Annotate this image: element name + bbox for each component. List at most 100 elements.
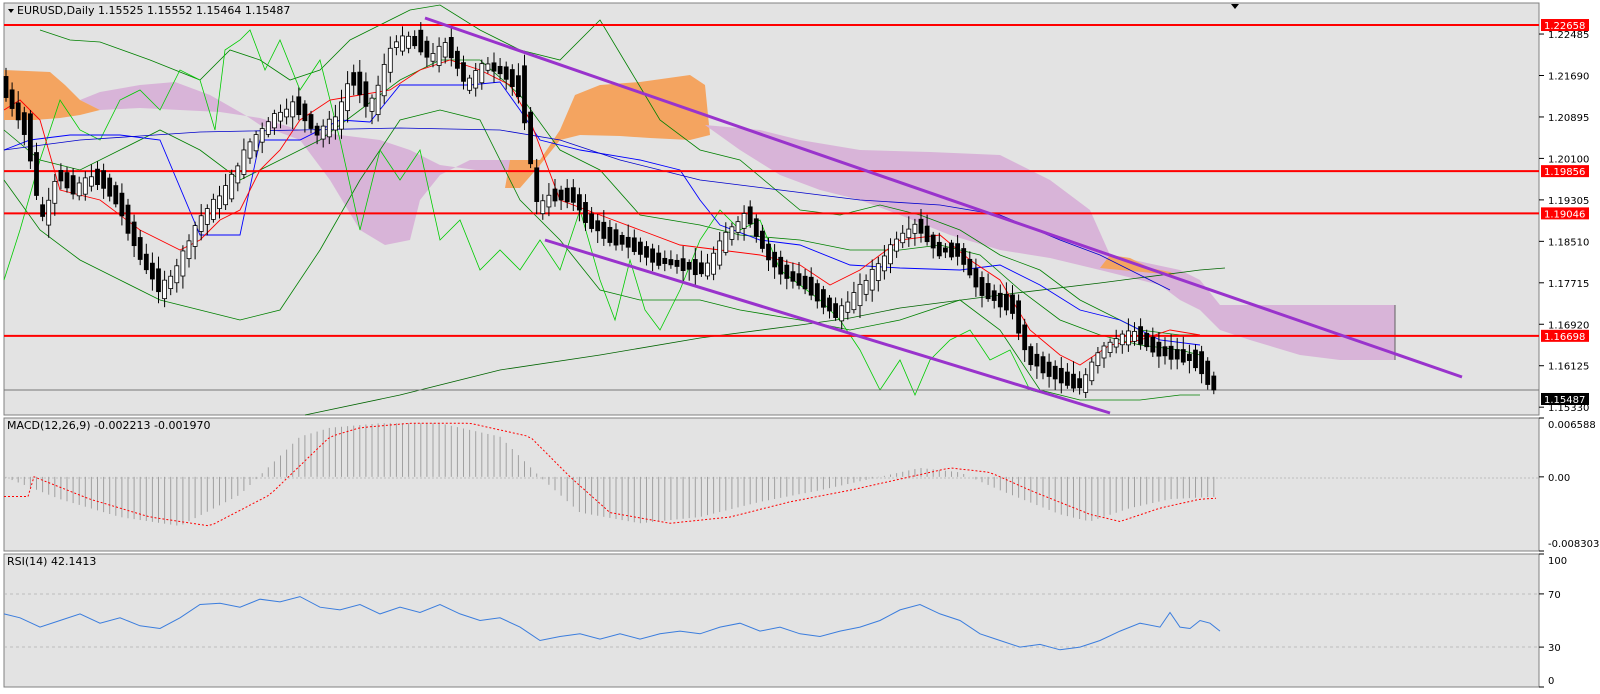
candle-bearish [363,81,369,107]
bollinger-lower-band [3,109,1200,401]
candle-bearish [930,234,936,249]
chart-shift-marker-icon[interactable] [1231,4,1239,9]
candle-bearish [997,292,1003,308]
rsi-axis: 100 70 30 0 [1539,553,1567,688]
price-tick-label: 1.22485 [1548,30,1589,41]
channel-lower-line[interactable] [544,238,1111,415]
rsi-tick-label: 100 [1548,556,1567,567]
price-tick-label: 1.20100 [1548,154,1589,165]
candle-bullish [741,213,747,229]
candle-bullish [406,35,412,49]
cloud-bull-segment-2 [505,75,710,188]
candle-bearish [412,36,418,47]
candle-bearish [577,194,582,211]
candle-bearish [589,213,594,229]
price-level-flags: 1.22658 1.19856 1.19046 1.16698 1.15487 [1541,19,1589,406]
candle-bullish [180,250,186,277]
candle-bullish [162,279,168,300]
candle-bullish [369,97,375,112]
candle-bearish [424,40,430,58]
candle-bearish [95,168,100,186]
candle-bullish [1089,361,1095,382]
candle-bearish [949,242,954,258]
level-price-flag-label: 1.19046 [1544,209,1585,220]
candle-bearish [619,235,625,245]
rsi-tick-label: 30 [1548,643,1561,654]
candle-bearish [119,192,125,217]
horizontal-levels [4,24,1539,337]
candle-bearish [1180,349,1186,363]
candle-bullish [875,263,881,281]
candle-bullish [863,280,869,295]
candle-bearish [1144,332,1150,348]
candle-bearish [528,111,533,165]
candlestick-series [3,22,1217,398]
candle-bearish [936,241,942,257]
candle-bullish [430,53,436,62]
candle-bullish [400,35,405,52]
candle-bullish [241,149,247,175]
candle-bearish [1071,373,1076,389]
candle-bullish [204,208,210,225]
candle-bullish [290,101,296,118]
candle-bearish [613,229,619,246]
candle-bearish [503,66,509,80]
candle-bearish [1138,326,1143,345]
macd-tick-label: -0.008303 [1548,539,1599,550]
candle-bullish [76,182,82,197]
candle-bullish [326,118,332,138]
candle-bearish [601,221,607,239]
candle-bearish [1174,349,1180,360]
candle-bearish [967,258,973,276]
candle-bullish [210,198,216,220]
candle-bearish [796,273,802,286]
price-tick-label: 1.18510 [1548,237,1589,248]
candle-bearish [692,259,698,276]
candle-bullish [857,283,863,307]
candle-bearish [296,96,302,116]
candle-bearish [766,243,771,261]
channel-upper-line[interactable] [424,16,1463,379]
candle-bullish [473,70,479,89]
candle-bearish [638,241,643,255]
candle-bearish [509,69,515,87]
candle-bearish [522,65,527,124]
candle-bearish [1046,361,1052,377]
candle-bullish [235,165,241,184]
candle-bearish [448,37,454,59]
candle-bearish [564,187,570,203]
candle-bullish [467,77,473,91]
candle-bearish [70,175,76,195]
candle-bullish [735,221,741,233]
level-price-flag [1541,19,1589,32]
candle-bullish [247,141,253,159]
candle-bullish [839,305,845,322]
candle-bearish [314,125,320,136]
price-tick-label: 1.17715 [1548,279,1589,290]
candle-bearish [1004,293,1009,311]
candle-bearish [40,204,45,217]
candle-bullish [186,240,192,260]
current-price-flag-label: 1.15487 [1544,395,1585,406]
rsi-panel-area[interactable] [3,553,1540,688]
candle-bullish [82,177,88,195]
candle-bearish [607,226,613,243]
candle-bullish [729,226,735,240]
candle-bullish [332,116,338,131]
candle-bearish [1199,351,1204,375]
macd-panel-area[interactable] [3,417,1540,552]
candle-bullish [393,41,399,48]
cloud-bear-segment-1 [80,82,540,245]
triangle-down-icon[interactable] [8,9,14,13]
candle-bearish [827,297,832,312]
candle-bullish [1107,341,1113,353]
symbol-info-text: EURUSD,Daily 1.15525 1.15552 1.15464 1.1… [17,4,290,17]
macd-label: MACD(12,26,9) -0.002213 -0.001970 [7,419,210,432]
candle-bearish [9,89,15,109]
candle-bearish [58,170,64,182]
candle-bullish [1095,352,1101,367]
candle-bearish [918,218,924,234]
candle-bearish [1150,336,1156,353]
candle-bearish [625,236,631,248]
